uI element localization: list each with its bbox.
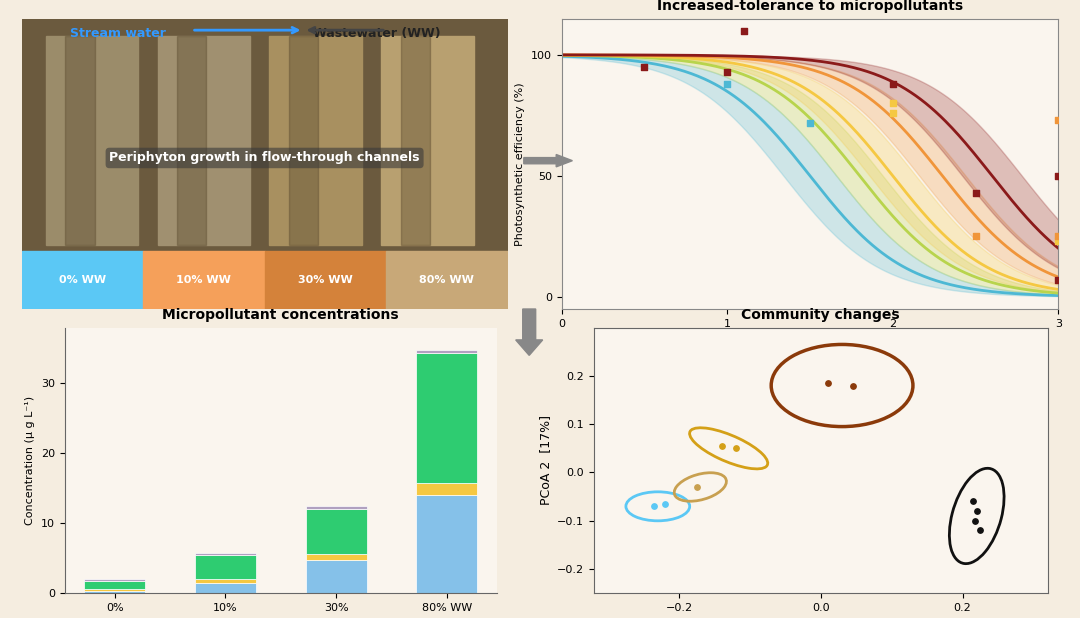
- Bar: [416, 483, 477, 496]
- Bar: [84, 591, 146, 593]
- Bar: [401, 36, 430, 245]
- Point: [1050, 171, 1067, 181]
- Point: [657, 499, 674, 509]
- Bar: [381, 36, 474, 245]
- Point: [885, 98, 902, 108]
- X-axis label: Log$_{10}$(RDF): Log$_{10}$(RDF): [774, 334, 846, 351]
- Point: [1050, 231, 1067, 241]
- Point: [727, 443, 744, 453]
- Text: log10(RDF): log10(RDF): [783, 344, 837, 354]
- Text: Stream water: Stream water: [70, 27, 166, 40]
- Bar: [265, 251, 387, 309]
- Point: [885, 108, 902, 118]
- Y-axis label: PCoA 2  [17%]: PCoA 2 [17%]: [539, 415, 552, 506]
- Y-axis label: Photosynthetic efficiency (%): Photosynthetic efficiency (%): [515, 82, 525, 245]
- Point: [735, 26, 753, 36]
- Text: Periphyton growth in flow-through channels: Periphyton growth in flow-through channe…: [109, 151, 420, 164]
- Text: 10% WW: 10% WW: [176, 275, 231, 285]
- Bar: [195, 555, 256, 579]
- Bar: [289, 36, 319, 245]
- Bar: [416, 353, 477, 483]
- Bar: [270, 36, 362, 245]
- Point: [688, 482, 705, 492]
- Bar: [416, 496, 477, 593]
- Text: 80% WW: 80% WW: [419, 275, 474, 285]
- Bar: [84, 581, 146, 589]
- Bar: [84, 589, 146, 591]
- Point: [820, 378, 837, 388]
- Point: [801, 117, 819, 127]
- Point: [967, 188, 984, 198]
- Bar: [306, 509, 366, 554]
- Bar: [22, 251, 143, 309]
- Point: [964, 496, 982, 506]
- Bar: [306, 506, 366, 509]
- Text: 30% WW: 30% WW: [298, 275, 353, 285]
- Point: [845, 381, 862, 391]
- Bar: [306, 560, 366, 593]
- Point: [646, 501, 663, 511]
- Bar: [143, 251, 265, 309]
- Bar: [416, 350, 477, 353]
- Bar: [22, 19, 508, 251]
- Bar: [195, 579, 256, 583]
- Bar: [66, 36, 95, 245]
- Point: [967, 231, 984, 241]
- Bar: [158, 36, 251, 245]
- Point: [885, 79, 902, 89]
- Bar: [306, 554, 366, 560]
- Point: [1050, 236, 1067, 246]
- Point: [718, 79, 735, 89]
- Bar: [195, 552, 256, 555]
- Text: 0% WW: 0% WW: [58, 275, 106, 285]
- Point: [972, 525, 989, 535]
- Y-axis label: Concentration (μ g L⁻¹): Concentration (μ g L⁻¹): [26, 396, 36, 525]
- Point: [713, 441, 730, 451]
- Point: [636, 62, 653, 72]
- Title: Micropollutant concentrations: Micropollutant concentrations: [162, 308, 400, 322]
- Point: [1050, 275, 1067, 285]
- Point: [968, 506, 985, 516]
- Point: [1050, 115, 1067, 125]
- Bar: [84, 579, 146, 581]
- Title: Increased-tolerance to micropollutants: Increased-tolerance to micropollutants: [657, 0, 963, 13]
- Bar: [195, 583, 256, 593]
- Point: [718, 67, 735, 77]
- Bar: [177, 36, 206, 245]
- Title: Community changes: Community changes: [742, 308, 900, 322]
- Bar: [46, 36, 138, 245]
- Text: Wastewater (WW): Wastewater (WW): [313, 27, 441, 40]
- Point: [967, 516, 984, 526]
- Bar: [387, 251, 508, 309]
